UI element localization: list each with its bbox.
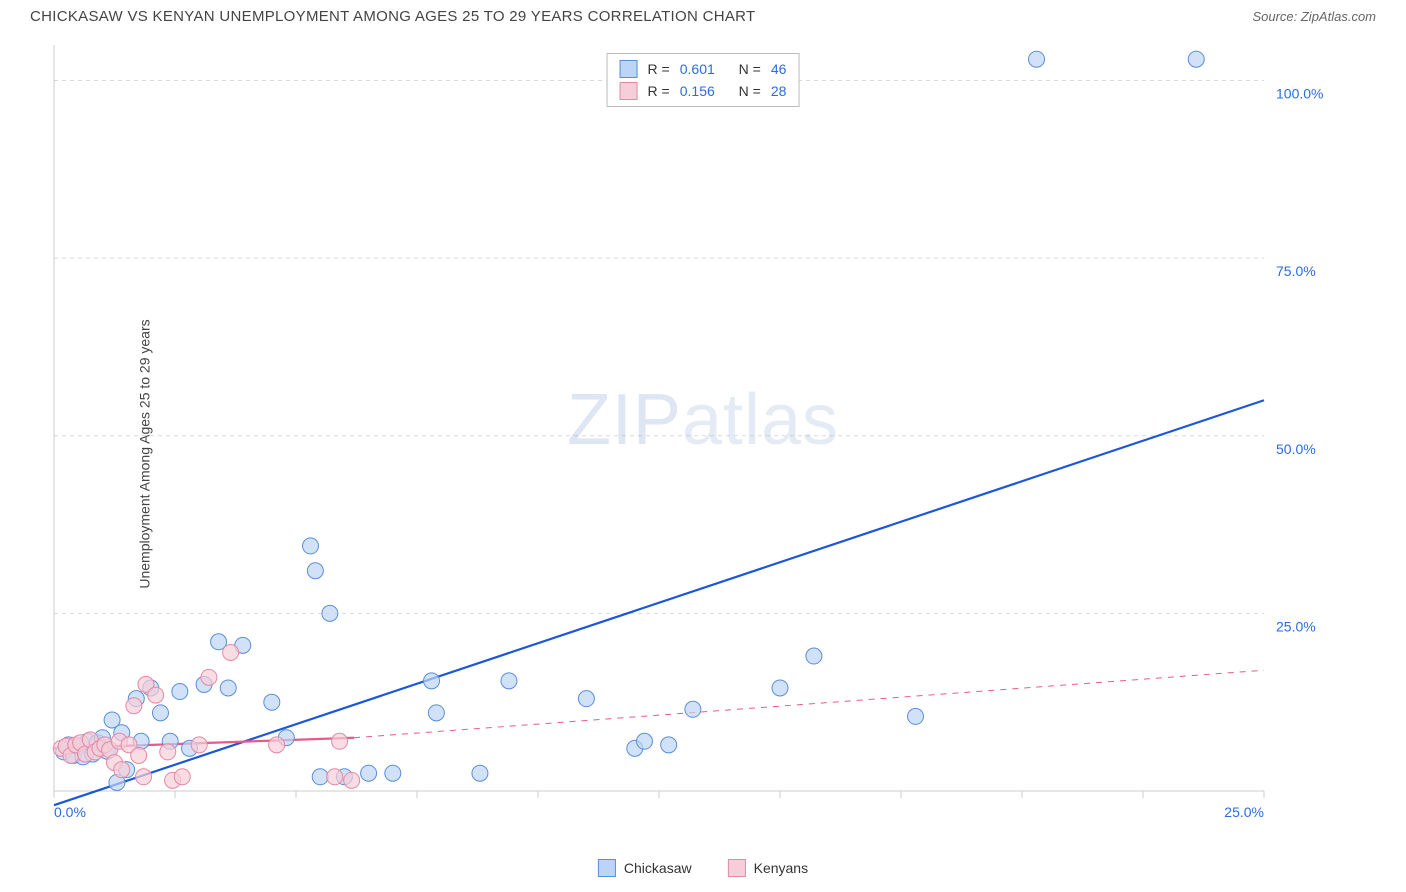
swatch-icon [598, 859, 616, 877]
chart-header: CHICKASAW VS KENYAN UNEMPLOYMENT AMONG A… [0, 0, 1406, 29]
legend-label: Kenyans [754, 860, 808, 876]
svg-text:100.0%: 100.0% [1276, 86, 1323, 102]
stats-row: R = 0.156 N = 28 [620, 80, 787, 102]
legend-item: Kenyans [728, 859, 808, 877]
chart-source: Source: ZipAtlas.com [1252, 9, 1376, 24]
svg-text:0.0%: 0.0% [54, 804, 86, 820]
svg-text:75.0%: 75.0% [1276, 263, 1316, 279]
chart-title: CHICKASAW VS KENYAN UNEMPLOYMENT AMONG A… [30, 8, 755, 25]
legend-item: Chickasaw [598, 859, 692, 877]
r-label: R = [648, 58, 670, 80]
n-label: N = [739, 58, 761, 80]
n-label: N = [739, 80, 761, 102]
chart-area: Unemployment Among Ages 25 to 29 years 2… [0, 29, 1406, 879]
swatch-icon [620, 82, 638, 100]
scatter-plot-svg: 25.0% 50.0% 75.0% 100.0% 0.0% 25.0% [50, 41, 1340, 831]
stats-row: R = 0.601 N = 46 [620, 58, 787, 80]
r-value: 0.601 [680, 58, 715, 80]
r-value: 0.156 [680, 80, 715, 102]
stats-legend-box: R = 0.601 N = 46 R = 0.156 N = 28 [607, 53, 800, 107]
legend-label: Chickasaw [624, 860, 692, 876]
svg-text:25.0%: 25.0% [1276, 618, 1316, 634]
legend-bottom: Chickasaw Kenyans [598, 859, 808, 877]
r-label: R = [648, 80, 670, 102]
svg-text:25.0%: 25.0% [1224, 804, 1264, 820]
n-value: 46 [771, 58, 787, 80]
swatch-icon [620, 60, 638, 78]
swatch-icon [728, 859, 746, 877]
n-value: 28 [771, 80, 787, 102]
svg-text:50.0%: 50.0% [1276, 441, 1316, 457]
